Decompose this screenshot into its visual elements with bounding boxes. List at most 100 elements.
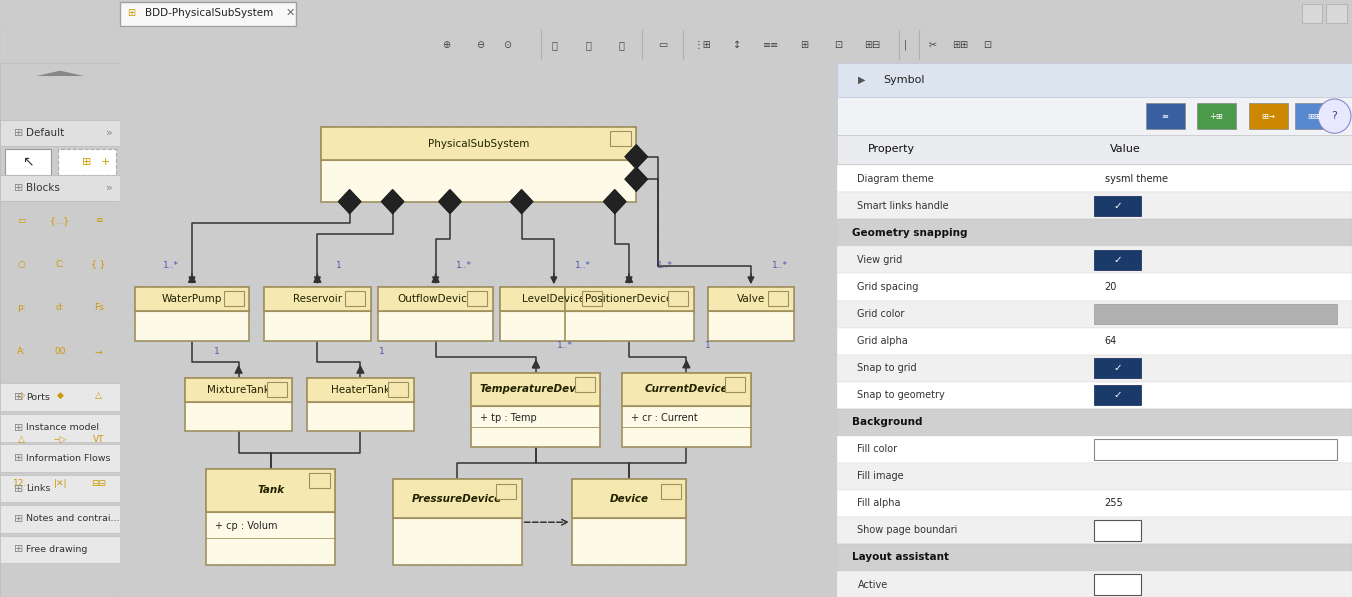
Text: 00: 00 <box>54 347 66 356</box>
Text: WaterPump: WaterPump <box>162 294 222 304</box>
Text: 255: 255 <box>1105 498 1124 509</box>
Bar <box>379 287 493 340</box>
Text: ⊞⊞: ⊞⊞ <box>1307 112 1321 121</box>
Text: Snap to grid: Snap to grid <box>857 363 917 373</box>
Bar <box>708 287 794 340</box>
Bar <box>185 378 292 432</box>
Text: ⊟⊟: ⊟⊟ <box>91 479 107 488</box>
Bar <box>1302 4 1322 23</box>
Bar <box>837 517 1352 544</box>
Bar <box>0 444 120 472</box>
Text: ⊞: ⊞ <box>82 156 92 167</box>
Bar <box>837 135 1352 164</box>
Bar <box>622 373 750 447</box>
Text: Property: Property <box>868 144 915 154</box>
Bar <box>1198 103 1236 130</box>
Text: sysml theme: sysml theme <box>1105 174 1168 184</box>
Text: ≡: ≡ <box>95 216 103 225</box>
Text: {...}: {...} <box>50 216 70 225</box>
Text: ◆: ◆ <box>57 391 64 400</box>
Text: Device: Device <box>610 494 649 504</box>
Bar <box>837 273 1352 300</box>
Text: + tp : Temp: + tp : Temp <box>480 413 537 423</box>
Text: ⊞→: ⊞→ <box>1261 112 1275 121</box>
Text: VT: VT <box>93 435 104 444</box>
Text: Fill image: Fill image <box>857 472 904 481</box>
Text: 20: 20 <box>1105 282 1117 292</box>
Bar <box>264 287 370 311</box>
Text: ⊞: ⊞ <box>15 423 24 433</box>
Text: ↖: ↖ <box>22 155 34 168</box>
Bar <box>135 287 249 311</box>
Text: CurrentDevice: CurrentDevice <box>645 384 729 395</box>
Bar <box>768 291 788 306</box>
Bar <box>320 127 637 202</box>
Text: ⊞: ⊞ <box>15 484 24 494</box>
Bar <box>1095 358 1141 378</box>
Text: ⊖: ⊖ <box>476 40 484 50</box>
Text: 1..*: 1..* <box>557 341 573 350</box>
Bar <box>310 473 330 488</box>
Text: Blocks: Blocks <box>27 183 61 193</box>
Text: Notes and contrai...: Notes and contrai... <box>27 515 120 524</box>
Text: 💾: 💾 <box>585 40 591 50</box>
Text: ≡≡: ≡≡ <box>763 40 779 50</box>
Text: 1: 1 <box>379 347 385 356</box>
Text: △: △ <box>95 391 103 400</box>
Bar <box>837 63 1352 97</box>
Polygon shape <box>604 190 626 213</box>
Text: ▶: ▶ <box>857 75 865 85</box>
Text: ⊙: ⊙ <box>503 40 511 50</box>
Bar <box>0 175 120 201</box>
Text: ⊞: ⊞ <box>800 40 808 50</box>
Bar <box>0 475 120 503</box>
Bar <box>1095 250 1141 270</box>
Text: Show page boundari: Show page boundari <box>857 525 957 536</box>
Bar <box>120 2 296 26</box>
Text: ✓: ✓ <box>1113 201 1122 211</box>
Polygon shape <box>511 190 533 213</box>
Text: 1..*: 1..* <box>162 261 178 270</box>
Text: »: » <box>105 128 112 139</box>
Bar <box>837 436 1352 463</box>
FancyArrow shape <box>37 70 84 76</box>
Bar <box>1249 103 1287 130</box>
Text: ⊞: ⊞ <box>15 544 24 555</box>
Text: Instance model: Instance model <box>27 423 100 432</box>
Text: Geometry snapping: Geometry snapping <box>852 228 968 238</box>
Bar <box>0 414 120 442</box>
Text: --▷: --▷ <box>54 435 66 444</box>
Text: { }: { } <box>92 260 105 269</box>
Text: Tank: Tank <box>257 485 284 495</box>
Bar <box>1095 574 1141 595</box>
Bar <box>307 378 414 402</box>
Text: →: → <box>95 347 103 356</box>
Bar <box>223 291 243 306</box>
Bar <box>472 373 600 447</box>
Text: △: △ <box>18 435 26 444</box>
Text: 1: 1 <box>704 341 711 350</box>
Bar <box>135 287 249 340</box>
Text: ⊡: ⊡ <box>983 40 991 50</box>
Text: Layout assistant: Layout assistant <box>852 552 949 562</box>
Bar <box>379 287 493 311</box>
Text: »: » <box>105 183 112 193</box>
Bar <box>1095 385 1141 405</box>
Bar <box>837 165 1352 192</box>
Text: OutflowDevice: OutflowDevice <box>397 294 473 304</box>
Text: MixtureTank: MixtureTank <box>207 385 270 395</box>
Bar <box>185 378 292 402</box>
Text: Fs: Fs <box>93 303 104 312</box>
Bar <box>837 355 1352 381</box>
Polygon shape <box>439 190 461 213</box>
Text: ◇: ◇ <box>18 391 26 400</box>
Text: + cr : Current: + cr : Current <box>630 413 698 423</box>
Text: BDD-PhysicalSubSystem: BDD-PhysicalSubSystem <box>145 8 273 18</box>
Text: ⊞: ⊞ <box>15 183 24 193</box>
Text: Reservoir: Reservoir <box>293 294 342 304</box>
Bar <box>0 121 120 146</box>
Bar <box>837 571 1352 597</box>
Bar <box>500 287 607 311</box>
Text: 1..*: 1..* <box>575 261 591 270</box>
Bar <box>1095 304 1337 324</box>
